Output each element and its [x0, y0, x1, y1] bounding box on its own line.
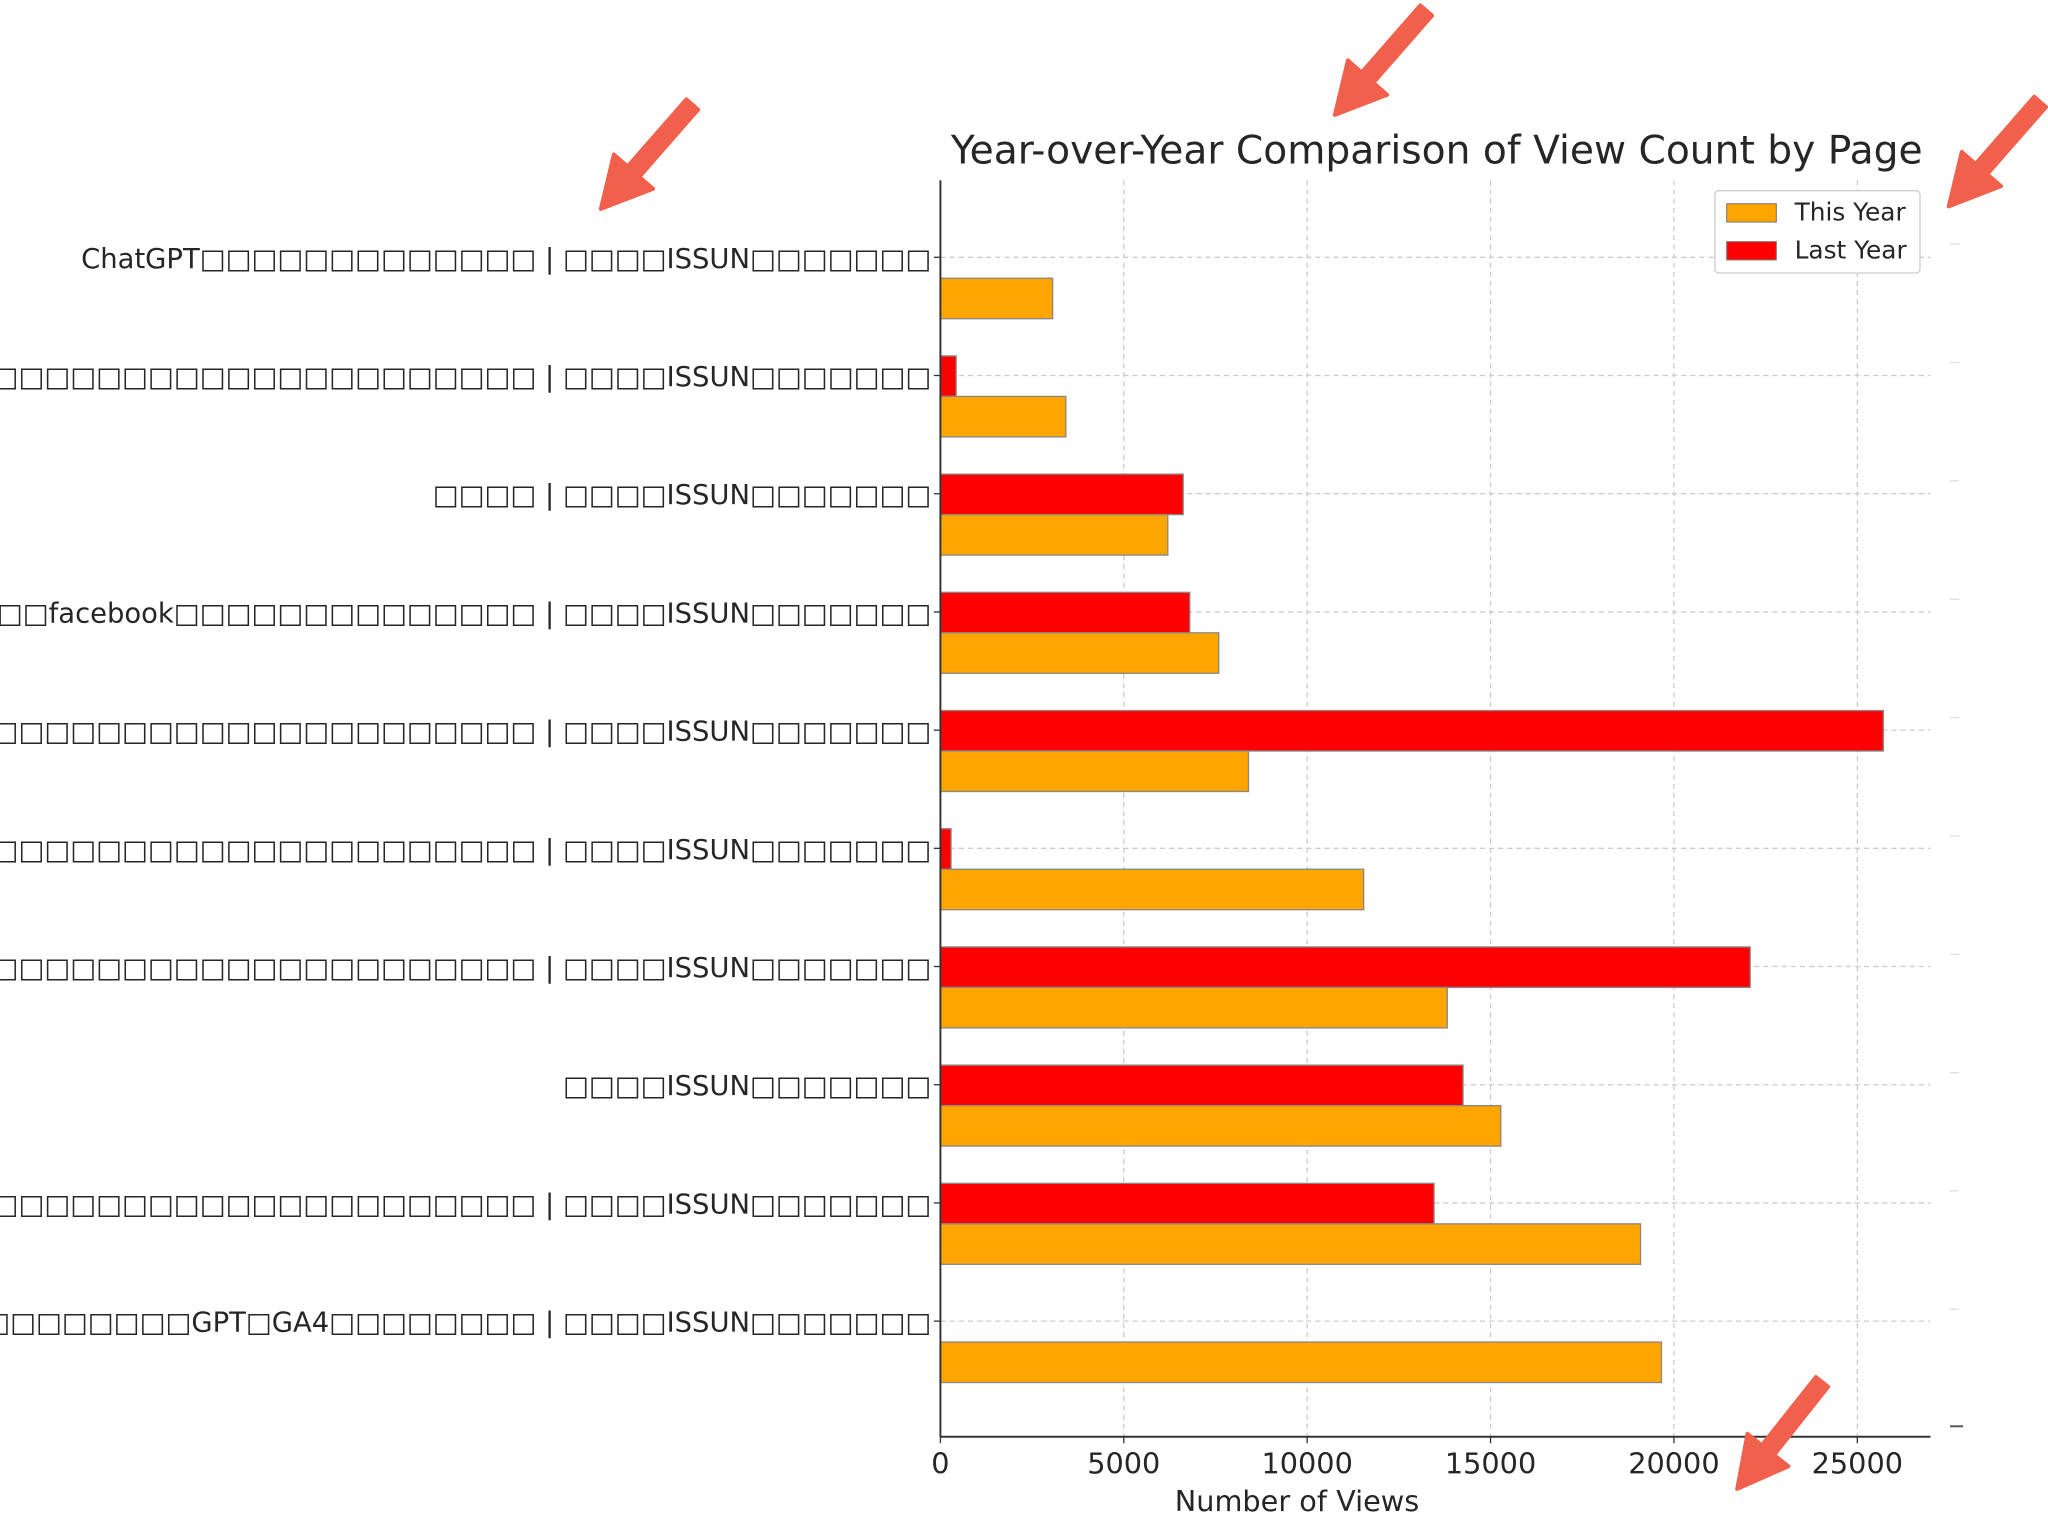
y-tick-label: □□□□ISSUN□□□□□□□: [563, 1071, 931, 1102]
x-tick-label: 0: [931, 1446, 949, 1480]
bar-last-year: [939, 473, 1184, 516]
arrow-icon: [1332, 3, 1435, 117]
y-tick-label: □□□□□□□□□□□□□□□□□□□□□□□□□□□□□□□□□□□□□□□□…: [0, 1189, 931, 1220]
y-tick-label: □□□□□□□□□GPT□GA4□□□□□□□□ | □□□□ISSUN□□□□…: [0, 1308, 931, 1339]
bar-last-year: [939, 1182, 1435, 1225]
bar-last-year: [939, 1064, 1464, 1107]
y-tick-label: P-MAX□□□□□□□□□□□□□□□□□□□□□□□□□□□□□□ | □□…: [0, 362, 931, 393]
bar-last-year: [939, 828, 952, 870]
annotation-arrows: [598, 3, 2048, 1491]
chart-title: Year-over-Year Comparison of View Count …: [950, 128, 1923, 173]
bar-last-year: [939, 709, 1884, 752]
arrow-icon: [598, 97, 701, 211]
bar-this-year: [939, 513, 1169, 556]
bars: [939, 277, 1884, 1384]
bar-this-year: [939, 986, 1448, 1029]
bar-this-year: [939, 868, 1365, 911]
legend-label-last-year: Last Year: [1795, 236, 1908, 265]
bar-this-year: [939, 395, 1067, 438]
y-tick-label: □□□□□□□□PDF□□□□□□□□□□□□□□□□□□□□□□□□□□□ |…: [0, 953, 931, 984]
bar-this-year: [939, 750, 1250, 793]
bar-this-year: [939, 1341, 1663, 1384]
y-tick-label: □□□□ | □□□□ISSUN□□□□□□□: [433, 480, 932, 511]
bar-last-year: [939, 946, 1751, 989]
x-tick-label: 25000: [1812, 1446, 1903, 1480]
x-tick-labels: 0 5000 10000 15000 20000 25000: [931, 1446, 1903, 1480]
y-tick-label: □□□□□□□□□□□□□□□facebook□□□□□□□□□□□□□□ | …: [0, 598, 931, 629]
y-tick-labels: ChatGPT□□□□□□□□□□□□□ | □□□□ISSUN□□□□□□□ P…: [0, 244, 931, 1339]
legend: This Year Last Year: [1714, 190, 1921, 274]
bar-last-year: [939, 355, 957, 398]
x-tick-label: 10000: [1261, 1446, 1352, 1480]
legend-label-this-year: This Year: [1794, 198, 1907, 227]
arrow-icon: [1735, 1375, 1831, 1491]
bar-this-year: [939, 1104, 1502, 1147]
x-axis-label: Number of Views: [1175, 1484, 1419, 1518]
bar-this-year: [939, 277, 1054, 320]
y-tick-label: ChatGPT□□□□□□□□□□□□□ | □□□□ISSUN□□□□□□□: [81, 244, 931, 275]
bar-this-year: [939, 632, 1220, 674]
axes: [933, 180, 1964, 1444]
x-tick-label: 20000: [1628, 1446, 1719, 1480]
bar-last-year: [939, 591, 1191, 634]
arrow-icon: [1946, 94, 2048, 209]
bar-this-year: [939, 1223, 1642, 1265]
legend-swatch-this-year: [1726, 203, 1777, 223]
x-tick-label: 5000: [1087, 1446, 1160, 1480]
x-tick-label: 15000: [1445, 1446, 1536, 1480]
legend-swatch-last-year: [1726, 241, 1777, 261]
y-tick-label: □□□□□□□□□□□□□□□□□□□□□□□□□□□□□ | □□□□ISSU…: [0, 835, 931, 866]
y-tick-label: ipad □□□□□□□□□□□□□□□□□□□□□□□□ | □□□□ISSU…: [0, 717, 931, 748]
